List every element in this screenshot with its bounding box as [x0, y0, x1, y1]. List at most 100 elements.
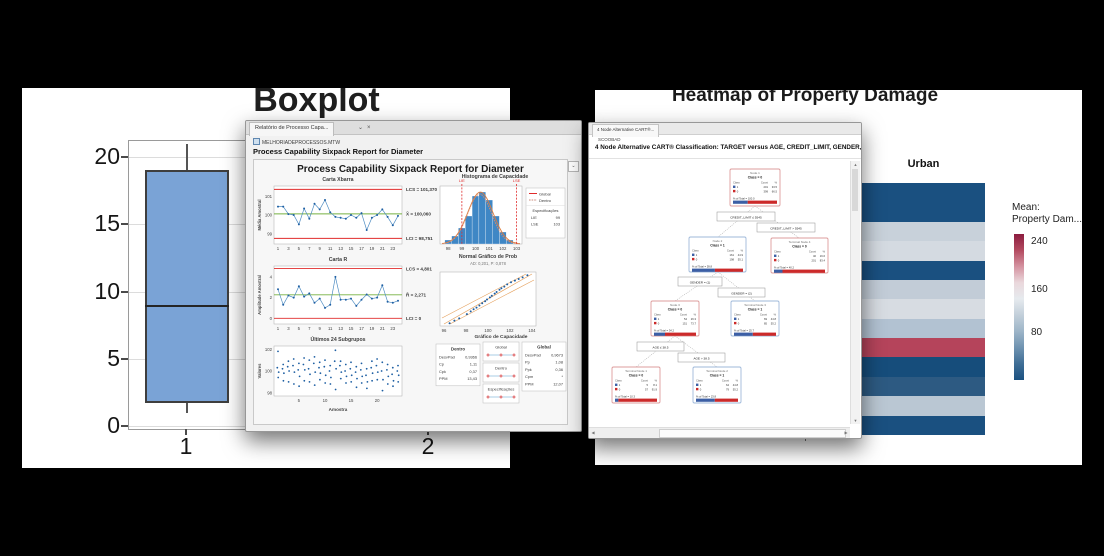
node-bar-class0	[782, 269, 825, 273]
node-col-header: Class	[692, 249, 699, 253]
scroll-left-icon[interactable]: ◀	[591, 430, 595, 435]
stat-value: 13,43	[467, 376, 477, 381]
dentro-stats-box-title: Dentro	[451, 347, 465, 352]
x-tick-label: 9	[319, 246, 322, 251]
tree-connector	[674, 335, 718, 368]
sixpack-doc-title: Process Capability Sixpack Report for Di…	[253, 147, 424, 156]
cart-window: 4 Node Alternative CART®... SCOOBAD 4 No…	[588, 122, 862, 439]
data-point	[344, 363, 347, 366]
ucl-label: LCS = 4,801	[406, 266, 432, 271]
close-icon[interactable]: ×	[367, 125, 375, 131]
horizontal-scroll-thumb[interactable]	[659, 429, 846, 438]
capability-graph: Gráfico de Capacidade Dentro DesvPad 0,9366…	[435, 334, 567, 404]
global-stats-box-title: Global	[537, 345, 551, 350]
stat-label: Ppk	[525, 367, 532, 372]
stat-label: Cp	[439, 362, 444, 367]
node-bar-class0	[665, 332, 696, 336]
y-tick-label: 98	[267, 390, 272, 395]
data-point	[469, 310, 472, 313]
cart-tab[interactable]: 4 Node Alternative CART®...	[592, 124, 660, 137]
collapse-icon[interactable]: ⌄	[358, 125, 368, 131]
node-percent: 83.4	[820, 258, 826, 262]
y-axis-tick-label: 10	[94, 277, 120, 304]
node-bar-class1	[654, 332, 665, 336]
data-point	[282, 379, 285, 382]
scroll-right-icon[interactable]: ▶	[844, 430, 848, 435]
data-point	[354, 371, 357, 373]
stat-value: 0,9366	[465, 355, 477, 360]
heatmap-cell	[862, 279, 985, 300]
heatmap-cell	[862, 318, 985, 338]
report-options-dropdown[interactable]: ⌄	[568, 161, 579, 172]
data-point	[324, 382, 327, 384]
fit-line	[443, 273, 533, 325]
global-stats-box	[521, 341, 567, 392]
data-point	[324, 359, 326, 361]
data-point	[355, 304, 358, 307]
data-point	[339, 364, 341, 367]
x-tick-label: 7	[308, 326, 311, 331]
data-point	[324, 306, 326, 309]
ucl-label: LCS = 101,370	[406, 187, 437, 192]
data-point	[381, 284, 384, 287]
node-bar-class1	[692, 268, 715, 272]
x-tick-label: 10	[323, 398, 328, 403]
node-percent: 55.2	[771, 321, 777, 325]
node-title: Terminal Node 4	[789, 240, 811, 244]
scroll-up-icon[interactable]: ▲	[853, 162, 858, 167]
class-swatch	[692, 253, 695, 256]
vertical-scroll-thumb[interactable]	[852, 169, 858, 211]
x-tick-label: 23	[390, 326, 395, 331]
data-point	[397, 374, 400, 377]
data-point	[313, 356, 316, 358]
horizontal-scrollbar[interactable]: ◀ ▶	[589, 427, 850, 438]
heatmap-title-strip: Heatmap of Property Damage	[595, 90, 1015, 120]
node-percent: 44.9	[738, 253, 744, 257]
data-point	[486, 298, 488, 301]
heatmap-colorbar	[1014, 234, 1024, 380]
data-point	[484, 300, 487, 303]
data-point	[329, 364, 332, 367]
data-point	[380, 370, 383, 372]
data-point	[365, 367, 368, 370]
y-axis-tick	[121, 425, 128, 427]
node-title: Terminal Node 2	[706, 369, 728, 373]
heatmap-column-label: Urban	[907, 158, 940, 170]
vertical-scrollbar[interactable]: ▲ ▼	[850, 161, 860, 424]
data-point	[361, 375, 364, 378]
node-col-header: Class	[654, 313, 661, 317]
data-point	[481, 302, 484, 305]
node-title: Terminal Node 1	[625, 369, 647, 373]
y-axis-label: Valores	[257, 363, 262, 379]
sixpack-tab[interactable]: Relatório de Processo Capa...	[249, 122, 335, 136]
data-point	[360, 382, 363, 384]
x-tick-label: 5	[298, 246, 301, 251]
node-count: 201	[764, 185, 769, 189]
split-rule-label: GENDER = (2)	[731, 291, 752, 295]
node-col-header: Class	[733, 181, 740, 185]
legend-lie-value: 99	[556, 215, 560, 220]
cart-tree: CREDIT_LIMIT ≤ 5545 CREDIT_LIMIT > 5545 GE…	[611, 168, 829, 404]
class-swatch	[615, 383, 618, 386]
split-rule-box	[756, 222, 816, 233]
data-point	[376, 371, 379, 373]
lower-band	[441, 273, 527, 319]
x-tick-label: 102	[499, 246, 507, 251]
data-point	[370, 297, 373, 300]
tree-connector	[754, 205, 800, 239]
interval-box	[482, 362, 520, 383]
scroll-down-icon[interactable]: ▼	[853, 418, 858, 423]
node-bar-class1	[734, 332, 753, 336]
x-tick-label: 19	[370, 326, 375, 331]
node-total: % of Total = 34.2	[654, 329, 675, 333]
data-point	[276, 366, 279, 369]
y-tick-label: 99	[267, 231, 272, 236]
node-count: 40	[813, 254, 816, 258]
data-point	[386, 300, 389, 303]
data-point	[345, 382, 347, 384]
data-point	[340, 371, 343, 373]
sixpack-tab-controls[interactable]: ⌄×	[358, 124, 375, 131]
split-rule-box	[677, 276, 723, 287]
